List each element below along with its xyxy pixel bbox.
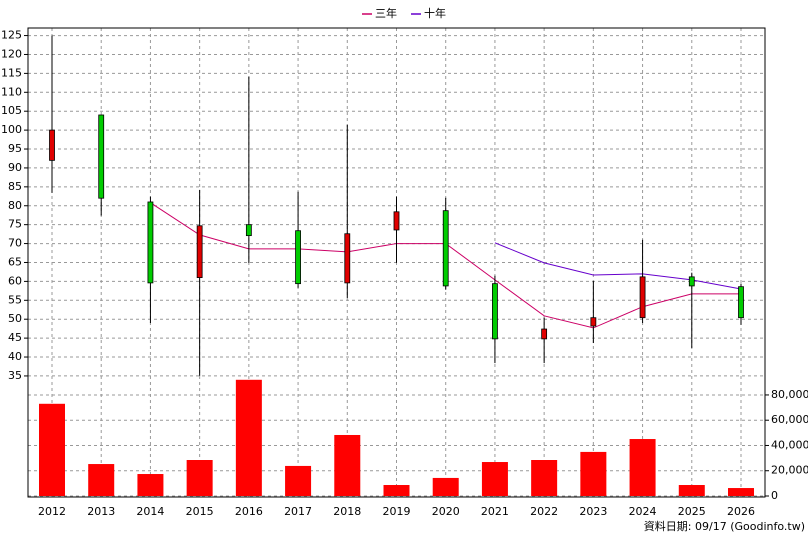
- y-tick-label: 45: [8, 331, 22, 344]
- y-tick-label: 55: [8, 293, 22, 306]
- x-tick-label: 2020: [432, 505, 460, 518]
- y-tick-label: 35: [8, 369, 22, 382]
- x-tick-label: 2014: [136, 505, 164, 518]
- candle-body: [344, 233, 351, 284]
- y-tick-label: 85: [8, 180, 22, 193]
- volume-tick-label: 0: [771, 489, 778, 502]
- y-tick-label: 110: [1, 85, 22, 98]
- volume-bar: [88, 464, 115, 496]
- plot-frame: [27, 27, 766, 498]
- volume-bar: [334, 434, 361, 496]
- y-tick-label: 70: [8, 237, 22, 250]
- y-tick-label: 125: [1, 29, 22, 42]
- x-tick-label: 2022: [530, 505, 558, 518]
- legend-label: 三年: [375, 6, 397, 20]
- y-tick-label: 95: [8, 142, 22, 155]
- y-tick-label: 40: [8, 350, 22, 363]
- x-tick-label: 2021: [481, 505, 509, 518]
- y-tick-label: 90: [8, 161, 22, 174]
- volume-tick-label: 80,000: [771, 388, 808, 401]
- volume-tick-label: 20,000: [771, 464, 808, 477]
- x-tick-label: 2026: [727, 505, 755, 518]
- volume-tick-label: 40,000: [771, 438, 808, 451]
- volume-bar: [137, 474, 164, 496]
- candle-body: [541, 328, 548, 340]
- candle-body: [98, 114, 105, 199]
- ma-line: [494, 242, 742, 290]
- candle-body: [245, 224, 252, 237]
- y-tick-label: 100: [1, 123, 22, 136]
- volume-bar: [531, 460, 558, 496]
- candle-body: [393, 211, 400, 231]
- volume-bar: [432, 477, 459, 496]
- x-tick-label: 2018: [333, 505, 361, 518]
- y-tick-label: 80: [8, 199, 22, 212]
- candle-body: [196, 225, 203, 279]
- y-tick-label: 120: [1, 47, 22, 60]
- volume-bar: [728, 488, 754, 496]
- volume-bar: [629, 439, 656, 496]
- legend-label: 十年: [424, 6, 446, 20]
- x-tick-label: 2012: [38, 505, 66, 518]
- volume-bar: [481, 462, 508, 496]
- x-tick-label: 2025: [678, 505, 706, 518]
- x-tick-label: 2019: [383, 505, 411, 518]
- y-tick-label: 60: [8, 274, 22, 287]
- y-tick-label: 115: [1, 66, 22, 79]
- candle-body: [49, 129, 55, 161]
- candle-body: [492, 283, 498, 340]
- source-note: 資料日期: 09/17 (Goodinfo.tw): [644, 519, 805, 533]
- candle-body: [590, 317, 597, 327]
- y-tick-label: 105: [1, 104, 22, 117]
- x-tick-label: 2016: [235, 505, 263, 518]
- y-tick-label: 65: [8, 255, 22, 268]
- volume-bar: [285, 465, 312, 496]
- x-tick-label: 2024: [629, 505, 657, 518]
- x-tick-label: 2023: [579, 505, 607, 518]
- volume-bar: [383, 485, 410, 496]
- x-tick-label: 2015: [186, 505, 214, 518]
- x-tick-label: 2017: [284, 505, 312, 518]
- volume-bar: [186, 460, 213, 496]
- x-tick-label: 2013: [87, 505, 115, 518]
- candle-body: [639, 276, 646, 319]
- candle-body: [147, 201, 154, 284]
- volume-bar: [678, 485, 705, 496]
- y-tick-label: 50: [8, 312, 22, 325]
- candle-body: [442, 210, 449, 287]
- candle-body: [295, 230, 301, 285]
- candle-body: [738, 286, 744, 319]
- volume-bar: [39, 403, 65, 496]
- volume-tick-label: 60,000: [771, 413, 808, 426]
- y-tick-label: 75: [8, 218, 22, 231]
- volume-bar: [580, 451, 607, 496]
- volume-bar: [235, 379, 262, 496]
- candle-body: [688, 276, 695, 287]
